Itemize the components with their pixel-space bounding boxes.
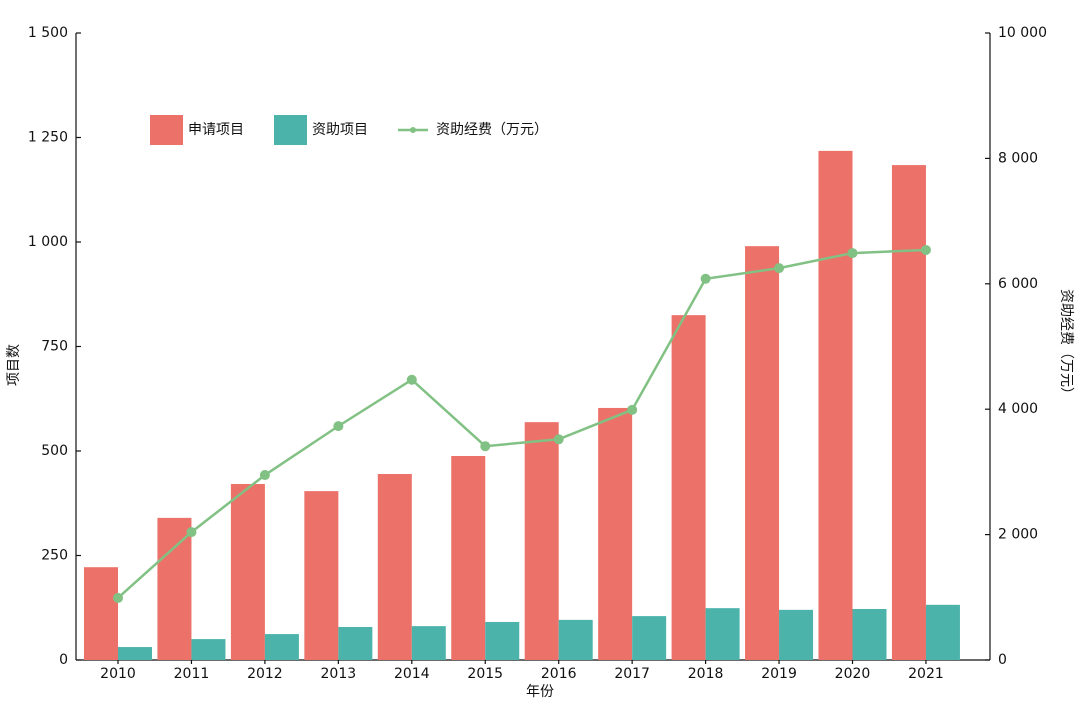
x-tick-label: 2019: [761, 666, 797, 682]
y2-tick-label: 8 000: [998, 150, 1038, 166]
legend-label: 资助经费（万元）: [436, 122, 548, 138]
bar: [377, 473, 412, 660]
y2-tick-label: 0: [998, 652, 1007, 668]
y2-tick-label: 4 000: [998, 401, 1038, 417]
bar: [451, 456, 486, 660]
line-point: [186, 527, 197, 538]
bar: [705, 608, 740, 660]
line-point: [333, 421, 344, 432]
y2-tick-label: 6 000: [998, 276, 1038, 292]
bar: [558, 619, 593, 660]
bar: [338, 626, 373, 660]
line-point: [553, 434, 564, 445]
bar: [632, 616, 667, 660]
bar: [598, 407, 633, 660]
bar: [411, 626, 446, 660]
bar: [264, 634, 299, 660]
line-point: [627, 404, 638, 415]
y-axis-title: 项目数: [6, 344, 22, 386]
line-point: [113, 592, 123, 603]
x-tick-label: 2011: [174, 666, 210, 682]
x-tick-label: 2018: [688, 666, 724, 682]
bar: [779, 609, 814, 660]
line-point: [774, 263, 785, 274]
line: [117, 248, 927, 599]
bar: [84, 567, 118, 660]
line-point: [920, 244, 931, 255]
bar: [671, 315, 706, 660]
legend-swatch: [274, 115, 307, 145]
y-tick-label: 1 000: [28, 234, 68, 250]
bar: [524, 422, 559, 660]
line-point: [259, 470, 270, 481]
bar: [852, 609, 887, 660]
x-tick-label: 2015: [467, 666, 503, 682]
bar: [891, 165, 926, 660]
x-tick-label: 2016: [541, 666, 577, 682]
bar: [118, 647, 152, 660]
legend-marker: [410, 127, 416, 133]
line-point: [480, 441, 491, 452]
y2-tick-label: 2 000: [998, 527, 1038, 543]
x-tick-label: 2017: [614, 666, 650, 682]
x-tick-label: 2012: [247, 666, 283, 682]
bar: [191, 639, 226, 660]
x-tick-label: 2020: [835, 666, 871, 682]
legend-swatch: [150, 115, 183, 145]
y-tick-label: 250: [41, 548, 68, 564]
bar: [230, 484, 265, 660]
bar: [485, 621, 520, 660]
line-point: [847, 248, 858, 259]
y2-tick-label: 10 000: [998, 25, 1047, 41]
y-tick-label: 500: [41, 443, 68, 459]
x-tick-label: 2013: [321, 666, 357, 682]
x-tick-label: 2014: [394, 666, 430, 682]
bar: [304, 491, 339, 660]
legend-label: 资助项目: [312, 122, 368, 138]
bar: [157, 517, 192, 660]
line-point: [406, 374, 417, 385]
y-tick-label: 1 250: [28, 130, 68, 146]
bar: [745, 246, 780, 660]
line-point: [700, 273, 711, 284]
x-axis-title: 年份: [526, 684, 554, 700]
y-tick-label: 1 500: [28, 25, 68, 41]
x-tick-label: 2021: [908, 666, 944, 682]
y2-axis-title: 资助经费（万元）: [1058, 289, 1074, 401]
y-tick-label: 750: [41, 339, 68, 355]
bar: [925, 604, 960, 660]
bar: [818, 150, 853, 660]
legend-label: 申请项目: [188, 122, 244, 138]
y-tick-label: 0: [59, 652, 68, 668]
x-tick-label: 2010: [100, 666, 136, 682]
